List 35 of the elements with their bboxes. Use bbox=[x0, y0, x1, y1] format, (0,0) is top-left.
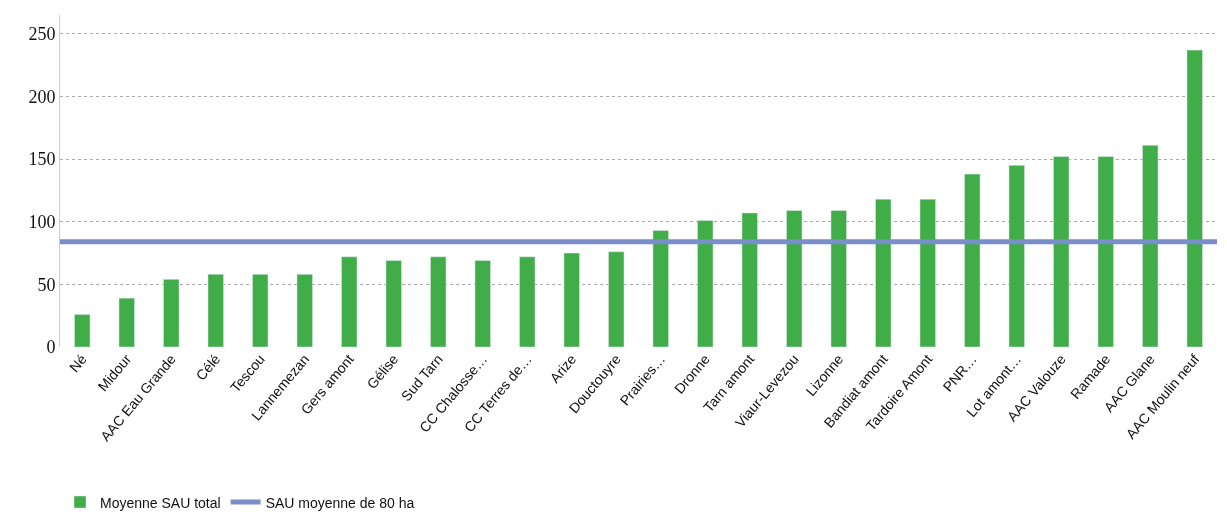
bar bbox=[608, 251, 625, 347]
bar bbox=[697, 220, 714, 347]
legend-label: SAU moyenne de 80 ha bbox=[265, 494, 415, 511]
bar bbox=[741, 212, 758, 347]
bar bbox=[964, 173, 981, 347]
bar bbox=[1097, 156, 1114, 347]
bar bbox=[430, 256, 447, 347]
bar bbox=[296, 274, 313, 347]
bar bbox=[474, 260, 491, 347]
y-tick-label: 50 bbox=[37, 274, 56, 295]
x-tick-label: Né bbox=[66, 350, 91, 376]
bar bbox=[786, 210, 803, 347]
y-tick-label: 100 bbox=[28, 212, 56, 233]
bar bbox=[919, 198, 936, 347]
y-tick-label: 0 bbox=[46, 337, 56, 358]
y-tick-label: 150 bbox=[28, 149, 56, 170]
bar bbox=[1186, 49, 1203, 347]
bar bbox=[1008, 165, 1025, 347]
legend-label: Moyenne SAU total bbox=[100, 494, 221, 511]
bar bbox=[519, 256, 536, 347]
bar bbox=[118, 297, 135, 347]
bar bbox=[563, 252, 580, 347]
bar bbox=[163, 279, 180, 347]
y-tick-label: 200 bbox=[28, 86, 56, 107]
bar bbox=[252, 274, 269, 347]
bar bbox=[74, 314, 91, 347]
bar bbox=[652, 230, 669, 347]
bar bbox=[875, 198, 892, 347]
bar bbox=[207, 274, 224, 347]
bar bbox=[830, 210, 847, 347]
bar bbox=[1053, 156, 1070, 347]
y-tick-label: 250 bbox=[28, 24, 56, 45]
bar bbox=[341, 256, 358, 347]
bar bbox=[1142, 145, 1159, 347]
bar bbox=[385, 260, 402, 347]
